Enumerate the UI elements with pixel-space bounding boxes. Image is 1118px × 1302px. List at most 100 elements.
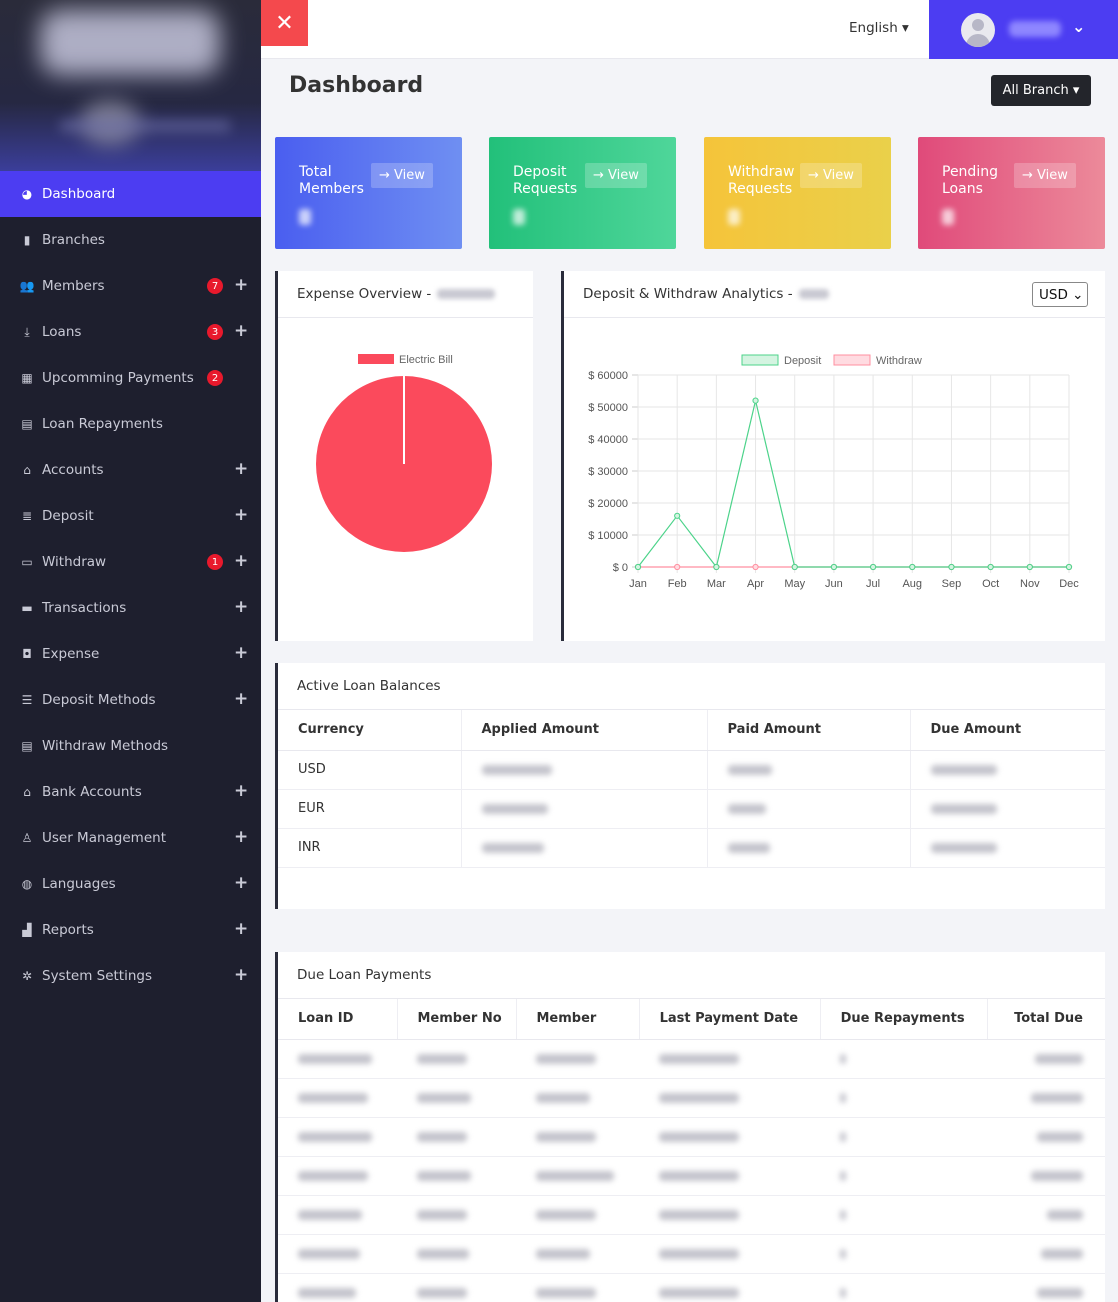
sidebar-item-accounts[interactable]: ⌂ Accounts + bbox=[0, 447, 261, 493]
sidebar-item-expense[interactable]: ◘ Expense + bbox=[0, 631, 261, 677]
data-point-deposit[interactable] bbox=[1065, 563, 1073, 571]
user-menu[interactable]: ⌄ bbox=[929, 0, 1118, 59]
expand-plus-icon[interactable]: + bbox=[234, 551, 249, 571]
topbar: ✕ English ▾ ⌄ bbox=[261, 0, 1118, 59]
data-point-withdraw[interactable] bbox=[752, 563, 759, 571]
table-cell bbox=[516, 1156, 640, 1196]
view-button[interactable]: → View bbox=[371, 163, 433, 188]
data-point-deposit[interactable] bbox=[1026, 563, 1033, 571]
data-point-deposit[interactable] bbox=[869, 563, 877, 571]
table-cell bbox=[987, 1195, 1105, 1235]
sidebar-item-upcomming-payments[interactable]: ▦ Upcomming Payments 2 bbox=[0, 355, 261, 401]
expand-plus-icon[interactable]: + bbox=[234, 643, 249, 663]
table-row bbox=[278, 1078, 1105, 1118]
avatar[interactable] bbox=[961, 13, 995, 47]
sidebar-item-languages[interactable]: ◍ Languages + bbox=[0, 861, 261, 907]
stat-card-deposit-requests: Deposit Requests → View bbox=[489, 137, 676, 249]
sidebar-item-user-management[interactable]: ♙ User Management + bbox=[0, 815, 261, 861]
table-cell bbox=[820, 1195, 988, 1235]
card-icon: ▭ bbox=[21, 555, 33, 569]
view-button[interactable]: → View bbox=[1014, 163, 1076, 188]
sidebar-item-deposit-methods[interactable]: ☰ Deposit Methods + bbox=[0, 677, 261, 723]
x-tick-label: Jul bbox=[866, 578, 880, 590]
hand-coin-icon: ⤓ bbox=[24, 324, 30, 339]
sidebar-item-withdraw-methods[interactable]: ▤ Withdraw Methods bbox=[0, 723, 261, 769]
sidebar-item-branches[interactable]: ▮ Branches bbox=[0, 217, 261, 263]
data-point-deposit[interactable] bbox=[909, 563, 916, 571]
sidebar-item-label: Loan Repayments bbox=[42, 416, 163, 432]
expand-plus-icon[interactable]: + bbox=[234, 781, 249, 801]
data-point-deposit[interactable] bbox=[713, 563, 720, 571]
table-cell bbox=[820, 1273, 988, 1302]
table-cell bbox=[516, 1078, 640, 1118]
sidebar-item-bank-accounts[interactable]: ⌂ Bank Accounts + bbox=[0, 769, 261, 815]
data-point-deposit[interactable] bbox=[987, 563, 994, 571]
amount-cell bbox=[461, 789, 708, 829]
sidebar-item-label: Members bbox=[42, 278, 105, 294]
analytics-panel: Deposit & Withdraw Analytics - USD ⌄ Dep… bbox=[561, 271, 1105, 641]
sidebar-item-transactions[interactable]: ▬ Transactions + bbox=[0, 585, 261, 631]
sidebar: ◕ Dashboard ▮ Branches 👥 Members 7 + ⤓ Loans 3 + ▦ Up… bbox=[0, 0, 261, 1302]
data-point-deposit[interactable] bbox=[791, 563, 798, 571]
sidebar-item-label: User Management bbox=[42, 830, 166, 846]
expand-plus-icon[interactable]: + bbox=[234, 275, 249, 295]
expand-plus-icon[interactable]: + bbox=[234, 873, 249, 893]
view-button[interactable]: → View bbox=[585, 163, 647, 188]
sidebar-item-label: Accounts bbox=[42, 462, 104, 478]
sidebar-item-label: Loans bbox=[42, 324, 82, 340]
sidebar-item-label: Withdraw bbox=[42, 554, 107, 570]
sidebar-item-loan-repayments[interactable]: ▤ Loan Repayments bbox=[0, 401, 261, 447]
language-selector[interactable]: English ▾ bbox=[849, 20, 909, 36]
data-point-deposit[interactable] bbox=[634, 563, 642, 571]
sidebar-item-reports[interactable]: ▟ Reports + bbox=[0, 907, 261, 953]
x-tick-label: Feb bbox=[668, 578, 687, 590]
sidebar-item-label: Reports bbox=[42, 922, 94, 938]
sidebar-item-dashboard[interactable]: ◕ Dashboard bbox=[0, 171, 261, 217]
active-loan-balances-panel: Active Loan Balances Currency Applied Amo… bbox=[275, 663, 1105, 909]
logo[interactable] bbox=[0, 0, 261, 171]
data-point-deposit[interactable] bbox=[674, 512, 681, 519]
sidebar-item-deposit[interactable]: ≣ Deposit + bbox=[0, 493, 261, 539]
expand-plus-icon[interactable]: + bbox=[234, 689, 249, 709]
building-icon: ▮ bbox=[23, 233, 31, 247]
panel-title: Active Loan Balances bbox=[297, 678, 441, 694]
data-point-withdraw[interactable] bbox=[674, 563, 681, 571]
amount-cell bbox=[707, 789, 911, 829]
chevron-down-icon[interactable]: ⌄ bbox=[1072, 17, 1086, 36]
table-row bbox=[278, 1234, 1105, 1274]
expand-plus-icon[interactable]: + bbox=[234, 597, 249, 617]
expand-plus-icon[interactable]: + bbox=[234, 459, 249, 479]
table-cell bbox=[820, 1039, 988, 1079]
analytics-line-chart: Deposit Withdraw $ 0 $ 10000 $ 20000 $ 30000 $… bbox=[588, 354, 1079, 590]
sidebar-item-members[interactable]: 👥 Members 7 + bbox=[0, 263, 261, 309]
stat-value-blurred bbox=[513, 209, 525, 225]
y-tick-label: $ 30000 bbox=[588, 466, 628, 478]
expand-plus-icon[interactable]: + bbox=[234, 321, 249, 341]
amount-cell bbox=[707, 750, 911, 790]
count-badge: 3 bbox=[207, 324, 223, 340]
expand-plus-icon[interactable]: + bbox=[234, 919, 249, 939]
sidebar-item-loans[interactable]: ⤓ Loans 3 + bbox=[0, 309, 261, 355]
expand-plus-icon[interactable]: + bbox=[234, 965, 249, 985]
view-button[interactable]: → View bbox=[800, 163, 862, 188]
list-icon: ☰ bbox=[21, 693, 33, 707]
expand-plus-icon[interactable]: + bbox=[234, 505, 249, 525]
gear-icon: ✲ bbox=[21, 969, 33, 983]
panel-header: Deposit & Withdraw Analytics - USD ⌄ bbox=[564, 271, 1105, 318]
currency-cell: INR bbox=[278, 828, 462, 868]
table-cell bbox=[397, 1234, 516, 1274]
close-sidebar-button[interactable]: ✕ bbox=[261, 0, 308, 46]
legend-swatch bbox=[833, 354, 871, 366]
branch-dropdown-button[interactable]: All Branch ▾ bbox=[991, 75, 1091, 106]
expand-plus-icon[interactable]: + bbox=[234, 827, 249, 847]
data-point-deposit[interactable] bbox=[830, 563, 838, 571]
sidebar-item-system-settings[interactable]: ✲ System Settings + bbox=[0, 953, 261, 999]
amount-cell bbox=[461, 828, 708, 868]
data-point-deposit[interactable] bbox=[948, 563, 955, 571]
column-header: Member bbox=[516, 999, 640, 1040]
table-cell bbox=[987, 1156, 1105, 1196]
data-point-deposit[interactable] bbox=[752, 397, 759, 404]
amount-cell bbox=[461, 750, 708, 790]
currency-select[interactable]: USD ⌄ bbox=[1032, 282, 1088, 307]
sidebar-item-withdraw[interactable]: ▭ Withdraw 1 + bbox=[0, 539, 261, 585]
